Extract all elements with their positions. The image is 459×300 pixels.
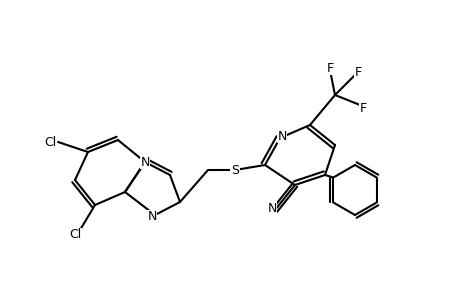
Text: F: F bbox=[354, 65, 361, 79]
Text: N: N bbox=[140, 155, 149, 169]
Text: N: N bbox=[277, 130, 286, 142]
Text: S: S bbox=[230, 164, 239, 176]
Text: F: F bbox=[326, 61, 333, 74]
Text: Cl: Cl bbox=[69, 229, 81, 242]
Text: N: N bbox=[267, 202, 276, 214]
Text: Cl: Cl bbox=[44, 136, 56, 148]
Text: N: N bbox=[147, 211, 157, 224]
Text: F: F bbox=[358, 101, 366, 115]
